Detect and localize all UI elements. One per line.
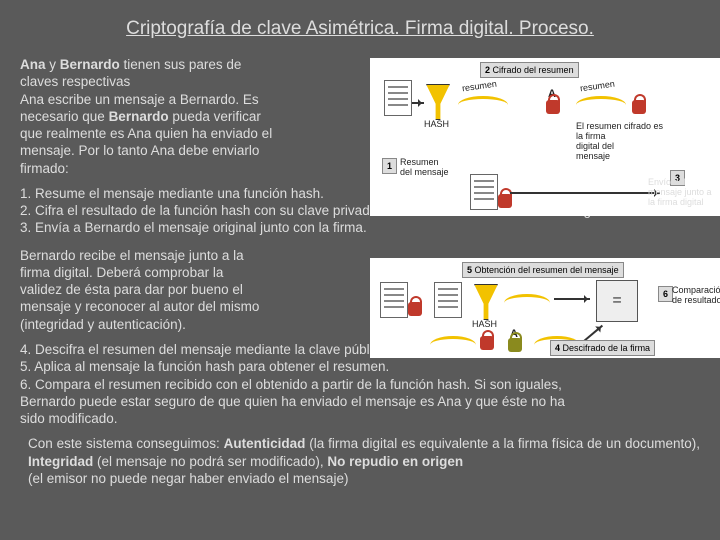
resumen-wave-icon — [430, 336, 476, 345]
resumen-wave-icon — [504, 294, 550, 303]
paragraph-3: Con este sistema conseguimos: Autenticid… — [20, 435, 700, 487]
step-6b: Bernardo puede estar seguro de que quien… — [20, 394, 565, 409]
kw-autenticidad: Autenticidad — [224, 436, 306, 451]
step-6c: sido modificado. — [20, 411, 118, 426]
hash-funnel-icon — [474, 284, 498, 320]
step-3: 3. Envía a Bernardo el mensaje original … — [20, 220, 367, 235]
signature-note: El resumen cifrado es la firma digital d… — [576, 122, 686, 162]
arrow-icon — [554, 298, 590, 300]
paragraph-2: Bernardo recibe el mensaje junto a la fi… — [20, 247, 370, 333]
kw-norepudio: No repudio en origen — [327, 454, 463, 469]
lock-olive-icon — [508, 338, 522, 352]
resumen-wave-icon — [576, 96, 626, 105]
name-bernardo: Bernardo — [60, 57, 120, 72]
step6-caption: Comparaciónde resultados — [672, 286, 720, 306]
step3-caption-ext: Envío del mensaje junto a la firma digit… — [648, 178, 720, 208]
lock-red-icon — [632, 100, 646, 114]
hash-funnel-icon — [426, 84, 450, 120]
lock-red-icon — [480, 336, 494, 350]
step-5: 5. Aplica al mensaje la función hash par… — [20, 359, 389, 374]
lock-red-icon — [498, 194, 512, 208]
step6-box: 6 — [658, 286, 673, 302]
step2-box: 2 Cifrado del resumen — [480, 62, 579, 78]
step5-box: 5 Obtención del resumen del mensaje — [462, 262, 624, 278]
name-ana: Ana — [20, 57, 46, 72]
arrow-icon — [412, 102, 424, 104]
page-title: Criptografía de clave Asimétrica. Firma … — [20, 18, 700, 40]
step-1: 1. Resume el mensaje mediante una funció… — [20, 186, 324, 201]
kw-integridad: Integridad — [28, 454, 93, 469]
hash-label: HASH — [472, 320, 497, 330]
lock-red-icon — [408, 302, 422, 316]
message-icon — [380, 282, 408, 318]
paragraph-1: Ana y Bernardo tienen sus pares de clave… — [20, 56, 370, 177]
slide: Criptografía de clave Asimétrica. Firma … — [0, 0, 720, 540]
resumen-wave-icon — [458, 96, 508, 105]
message-icon — [470, 174, 498, 210]
message-icon — [434, 282, 462, 318]
step-6a: 6. Compara el resumen recibido con el ob… — [20, 377, 562, 392]
arrow-icon — [510, 192, 660, 194]
message-icon — [384, 80, 412, 116]
resumen-label: resumen — [579, 80, 615, 95]
step1-caption: Resumendel mensaje — [400, 158, 449, 178]
resumen-label: resumen — [461, 80, 497, 95]
step1-box: 1 — [382, 158, 397, 174]
lock-red-icon — [546, 100, 560, 114]
compare-box: = — [596, 280, 638, 322]
hash-label: HASH — [424, 120, 449, 130]
diagram-verify: 5 Obtención del resumen del mensaje HASH… — [370, 258, 720, 358]
step4-box: 4 Descifrado de la firma — [550, 340, 655, 356]
